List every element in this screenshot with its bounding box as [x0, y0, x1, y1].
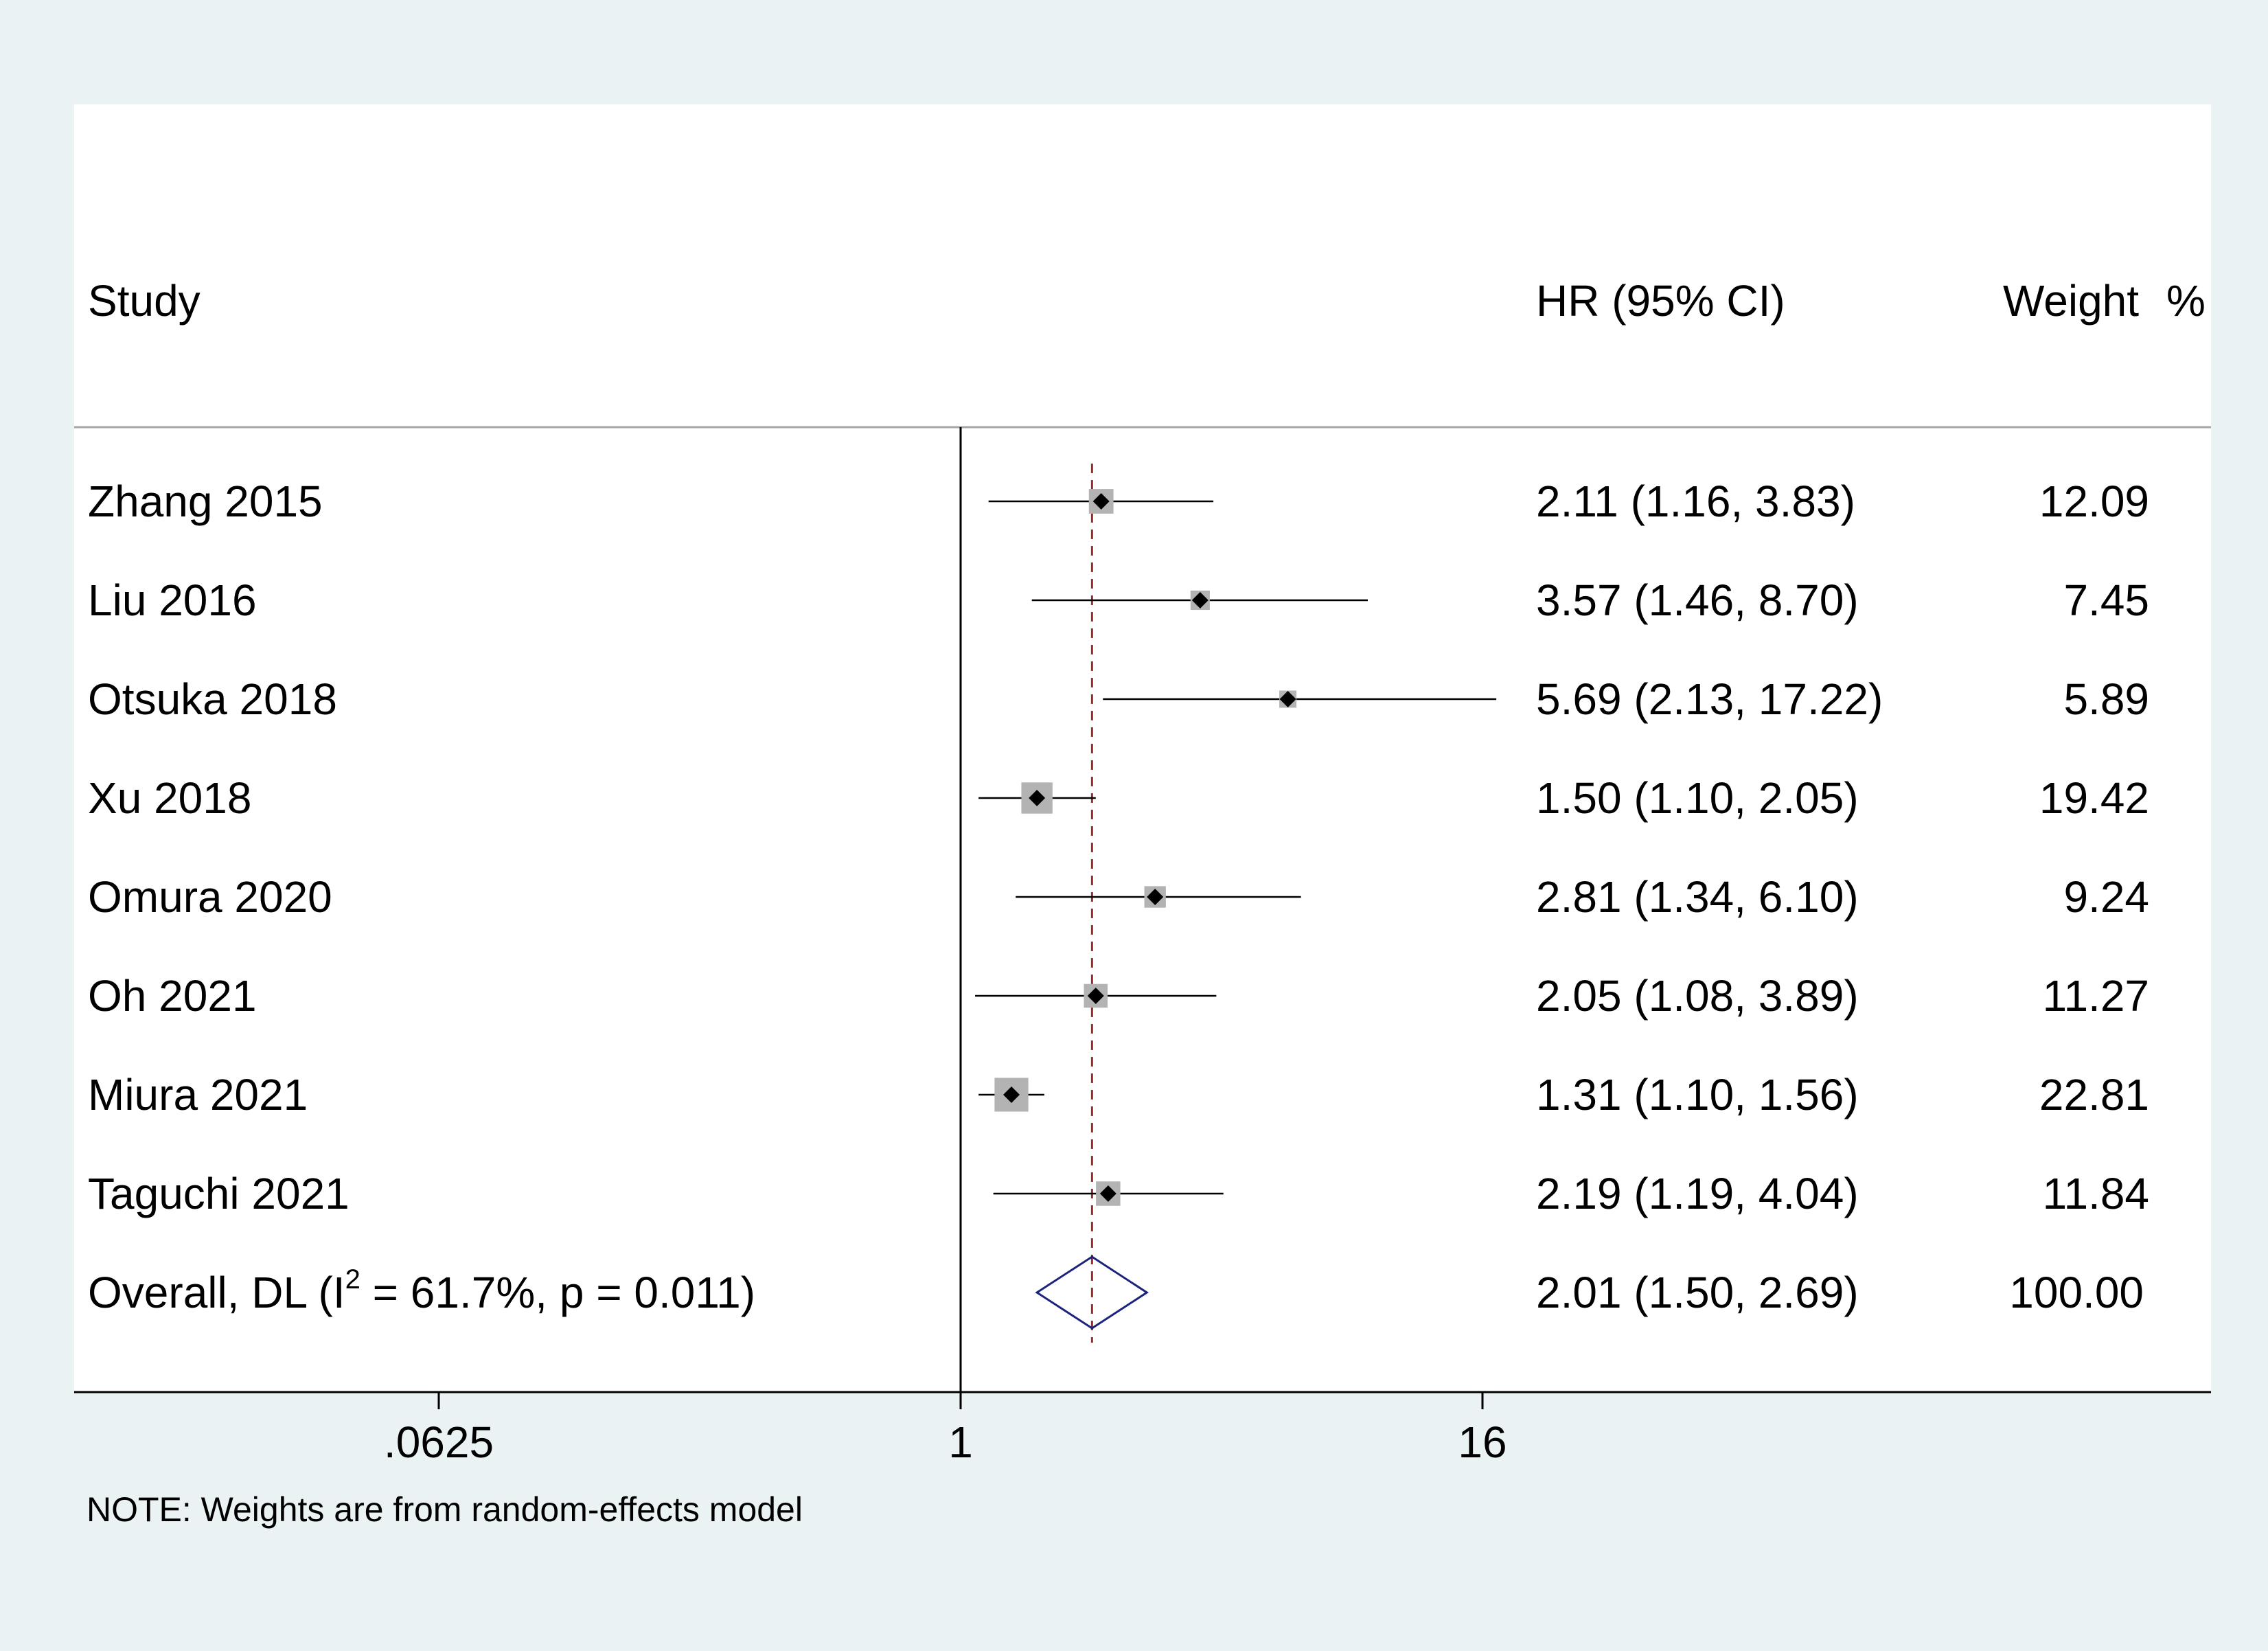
header-weight-unit: %	[2166, 276, 2206, 326]
point-estimate	[1092, 493, 1110, 510]
forest-marks	[959, 427, 1497, 1392]
study-effect: 5.69 (2.13, 17.22)	[1536, 674, 1883, 724]
overall-label-sup: 2	[345, 1264, 360, 1295]
x-tick-label: 16	[1458, 1417, 1507, 1467]
study-weight: 22.81	[2039, 1070, 2149, 1119]
point-estimate	[1087, 988, 1104, 1004]
point-estimate	[1029, 790, 1046, 806]
study-name: Xu 2018	[88, 773, 251, 823]
study-effect: 2.81 (1.34, 6.10)	[1536, 872, 1859, 922]
study-name: Miura 2021	[88, 1070, 308, 1119]
study-effect: 2.05 (1.08, 3.89)	[1536, 971, 1859, 1021]
x-axis-ticks: .0625 1 16	[384, 1392, 1507, 1467]
study-name: Otsuka 2018	[88, 674, 337, 724]
study-weight: 7.45	[2063, 576, 2149, 625]
study-effect: 3.57 (1.46, 8.70)	[1536, 576, 1859, 625]
overall-label: Overall, DL (I2 = 61.7%, p = 0.011)	[88, 1264, 755, 1317]
overall-effect: 2.01 (1.50, 2.69)	[1536, 1268, 1859, 1317]
header-effect: HR (95% CI)	[1536, 276, 1785, 326]
study-weight: 11.84	[2043, 1169, 2149, 1218]
footnote: NOTE: Weights are from random-effects mo…	[87, 1490, 803, 1529]
study-name: Taguchi 2021	[88, 1169, 350, 1218]
point-estimate	[1191, 592, 1209, 608]
point-estimate	[1279, 691, 1296, 707]
study-effect: 2.19 (1.19, 4.04)	[1536, 1169, 1859, 1218]
header-study: Study	[88, 276, 201, 326]
study-weight: 12.09	[2039, 477, 2149, 526]
overall-weight: 100.00	[2009, 1268, 2144, 1317]
overall-diamond	[1035, 1255, 1149, 1330]
point-estimate	[1099, 1185, 1116, 1202]
study-name: Zhang 2015	[88, 477, 323, 526]
point-estimate	[1147, 889, 1164, 905]
study-effect: 2.11 (1.16, 3.83)	[1536, 477, 1855, 526]
x-tick-label: .0625	[384, 1417, 494, 1467]
study-weight: 11.27	[2043, 971, 2149, 1021]
study-weight: 19.42	[2039, 773, 2149, 823]
point-estimate	[1003, 1086, 1020, 1103]
study-effect: 1.31 (1.10, 1.56)	[1536, 1070, 1859, 1119]
study-name: Oh 2021	[88, 971, 257, 1021]
study-weight: 9.24	[2063, 872, 2149, 922]
x-tick-label: 1	[948, 1417, 973, 1467]
study-weight: 5.89	[2063, 674, 2149, 724]
study-name: Omura 2020	[88, 872, 332, 922]
plot-panel	[74, 104, 2211, 1392]
study-rows: Zhang 2015 2.11 (1.16, 3.83) 12.09 Liu 2016…	[88, 477, 2149, 1218]
header-weight: Weight	[2003, 276, 2139, 326]
overall-label-suffix: = 61.7%, p = 0.011)	[360, 1268, 755, 1317]
study-name: Liu 2016	[88, 576, 257, 625]
overall-label-prefix: Overall, DL (I	[88, 1268, 345, 1317]
study-effect: 1.50 (1.10, 2.05)	[1536, 773, 1859, 823]
